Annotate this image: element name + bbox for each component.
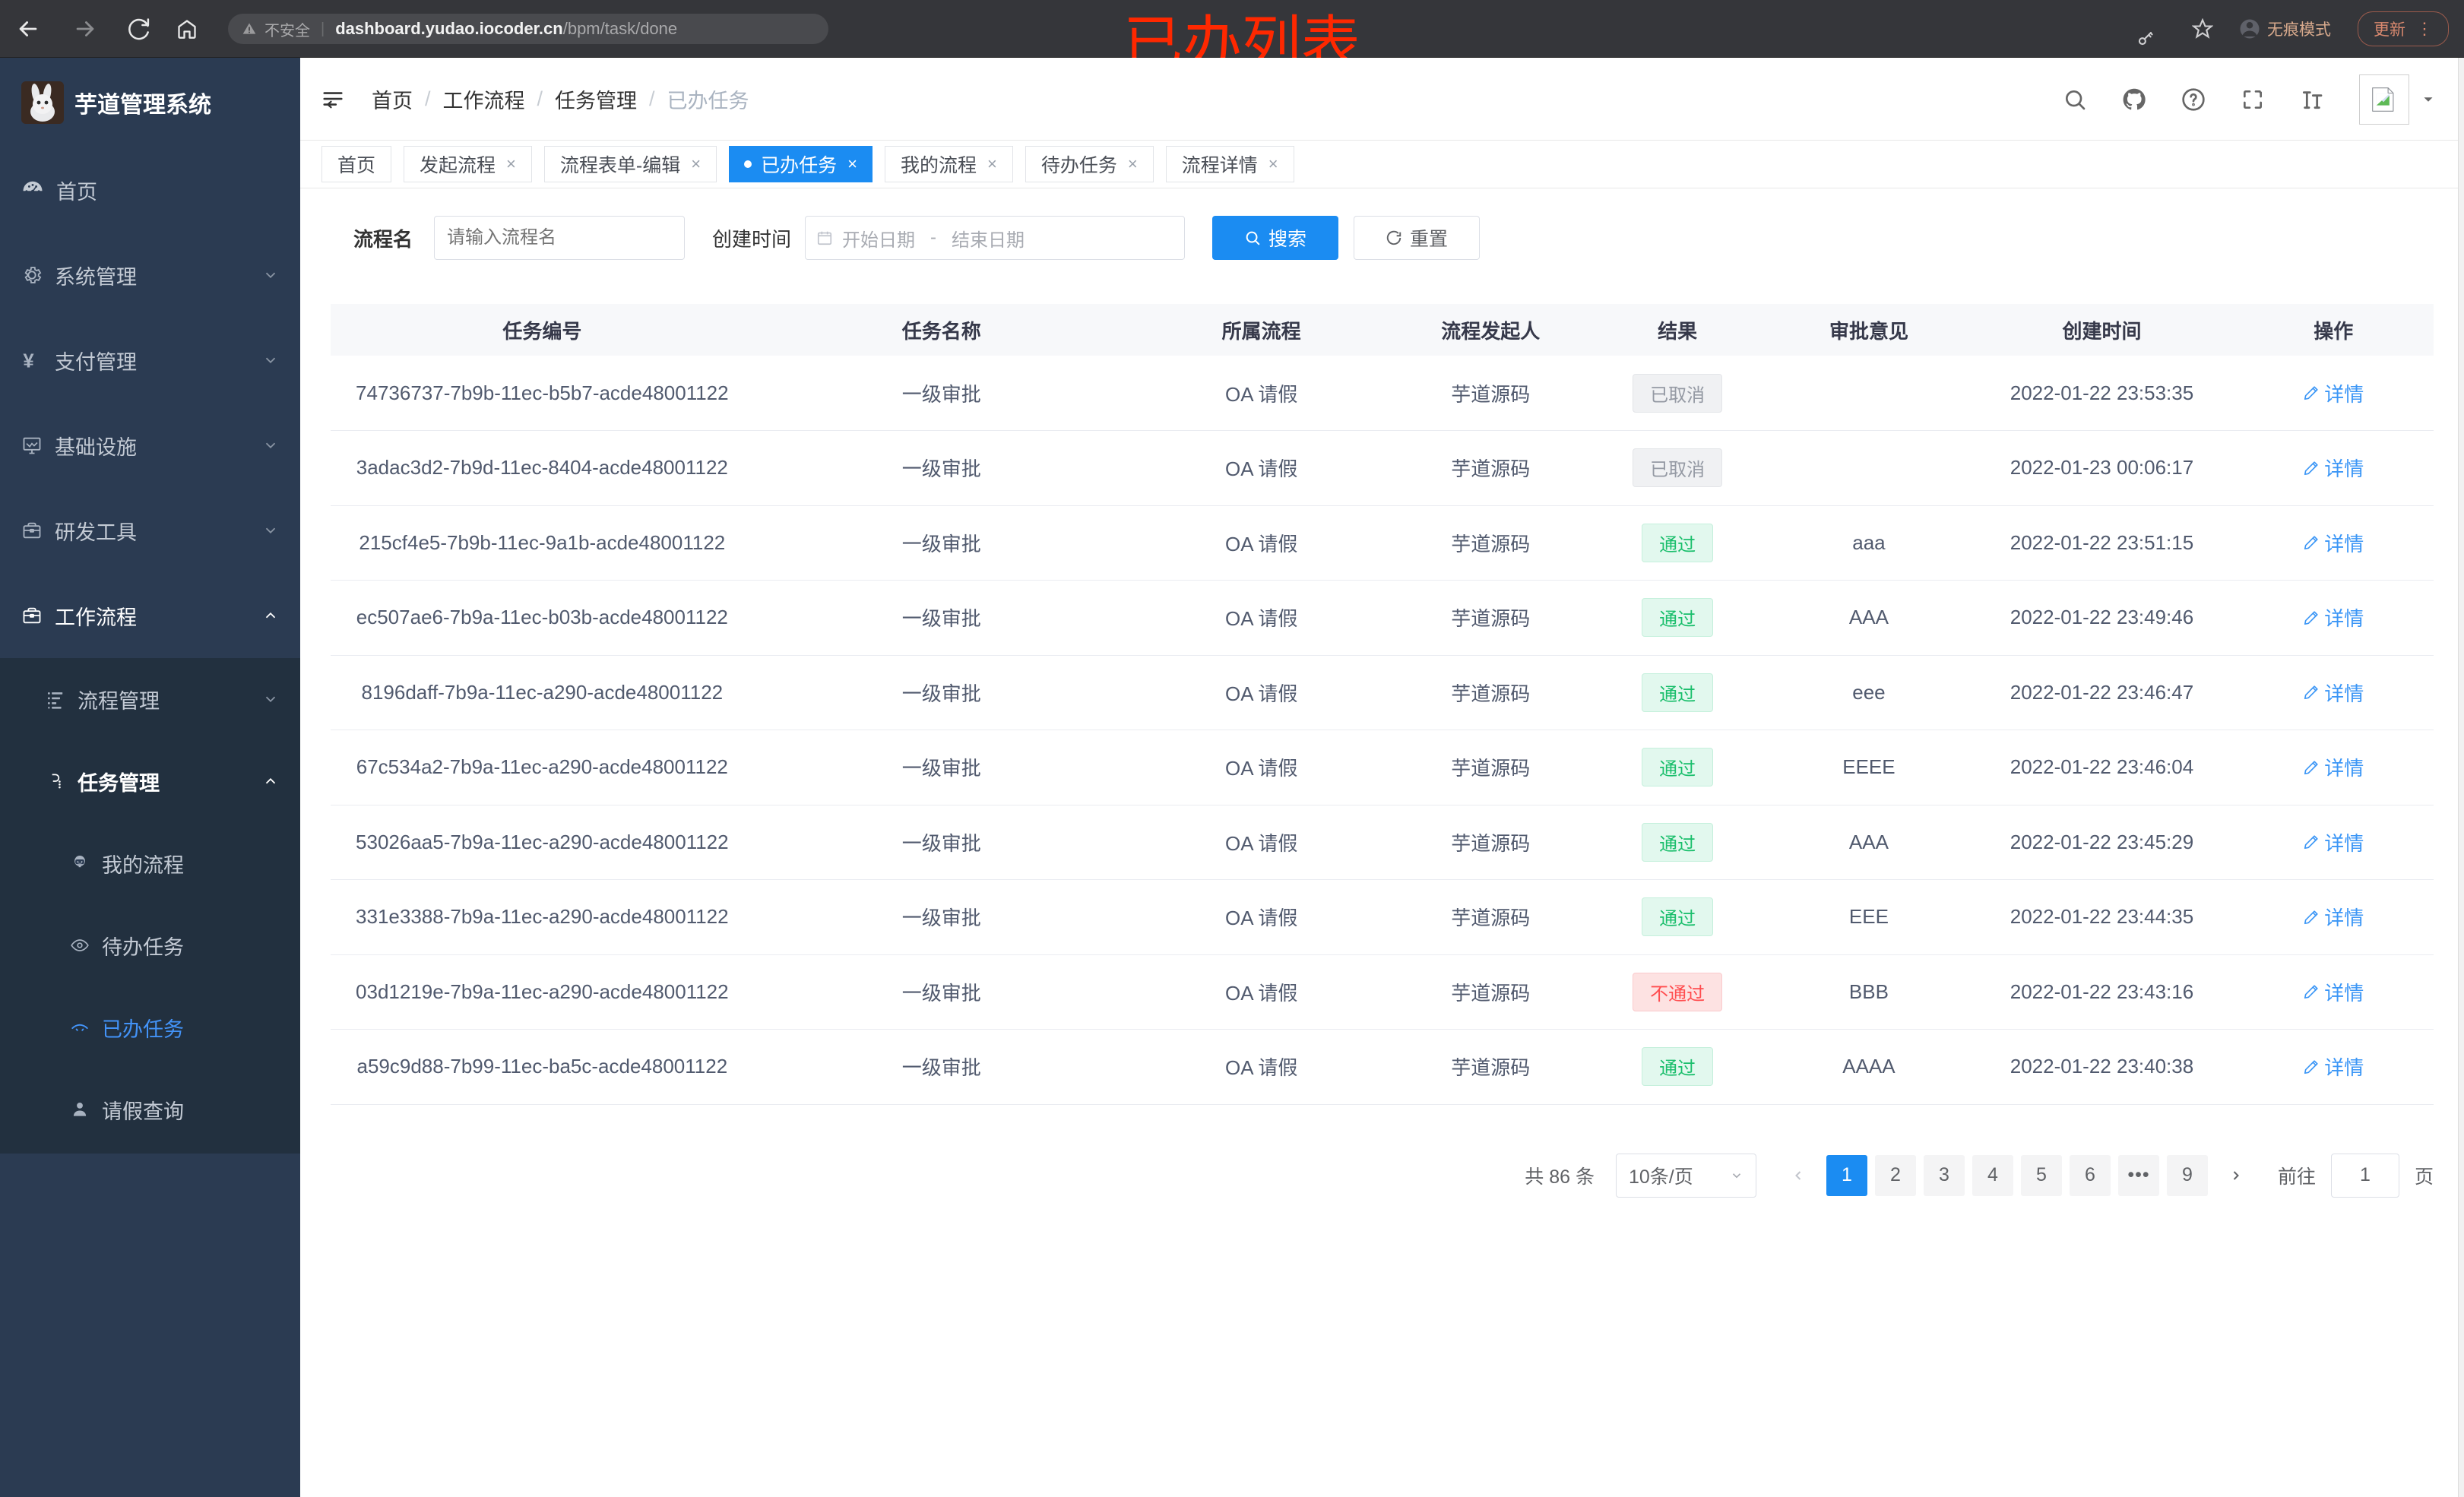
svg-text:¥: ¥ — [23, 350, 34, 371]
